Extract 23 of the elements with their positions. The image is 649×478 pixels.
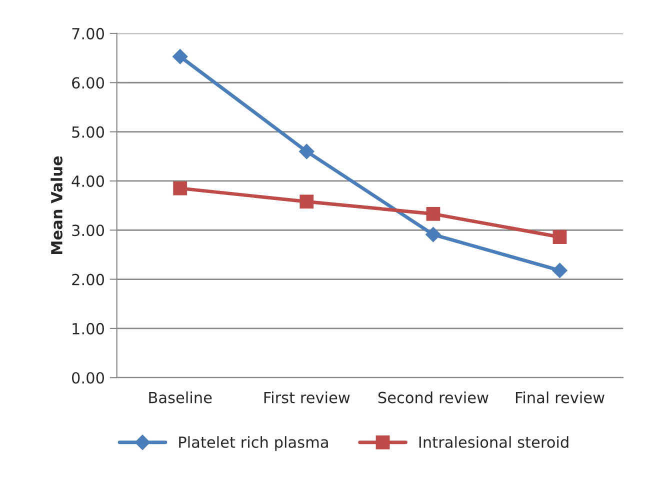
legend-label: Platelet rich plasma xyxy=(179,436,328,451)
x-tick-label: Second review xyxy=(378,392,488,404)
x-tick-label: Baseline xyxy=(149,392,212,404)
point xyxy=(172,48,188,64)
y-tick-label: 6.00 xyxy=(72,77,104,89)
point xyxy=(426,206,440,221)
y-tick-label: 4.00 xyxy=(72,175,104,187)
y-tick-label: 3.00 xyxy=(72,224,104,236)
y-tick-label: 7.00 xyxy=(72,28,104,40)
x-tick-label: First review xyxy=(264,392,350,404)
y-tick-label: 2.00 xyxy=(72,274,104,286)
point xyxy=(552,230,567,244)
point xyxy=(173,181,188,196)
point xyxy=(552,262,568,278)
x-tick-label: Final review xyxy=(516,392,604,404)
point xyxy=(300,194,314,209)
point xyxy=(298,144,315,160)
y-tick-label: 5.00 xyxy=(72,126,104,138)
y-tick-label: 0.00 xyxy=(72,372,104,384)
point xyxy=(425,226,442,242)
y-axis-title: Mean Value xyxy=(50,156,62,254)
y-tick-label: 1.00 xyxy=(72,322,104,334)
legend-label: Intralesional steroid xyxy=(419,436,568,448)
